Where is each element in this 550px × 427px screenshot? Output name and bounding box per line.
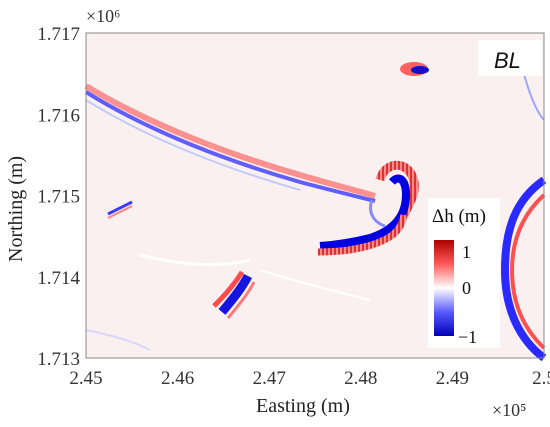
lower-feature-red — [212, 270, 245, 308]
right-edge-feature-blue — [500, 176, 547, 362]
colorbar-tick-bottom: −1 — [458, 327, 477, 347]
lower-feature-red-2 — [226, 281, 256, 319]
channel-band-light — [85, 99, 301, 191]
x-tick-label: 2.5 — [532, 368, 550, 389]
x-tick-label: 2.45 — [69, 368, 102, 389]
channel-band-red — [84, 83, 376, 199]
y-tick-label: 1.715 — [37, 187, 80, 208]
left-streak-2 — [107, 205, 133, 219]
faint-streak-2 — [259, 269, 371, 301]
x-tick-label: 2.48 — [344, 368, 377, 389]
y-axis-multiplier: ×10⁶ — [86, 6, 120, 26]
colorbar-title: Δh (m) — [432, 206, 486, 227]
faint-streak-3 — [85, 329, 151, 351]
y-tick-label: 1.716 — [37, 105, 80, 126]
panel-tag: BL — [494, 48, 521, 73]
colorbar-tick-mid: 0 — [462, 278, 471, 298]
channel-band-blue — [84, 90, 376, 203]
faint-streak-1 — [139, 253, 251, 267]
colorbar — [434, 240, 454, 336]
x-tick-label: 2.46 — [161, 368, 194, 389]
x-tick-labels: 2.45 2.46 2.47 2.48 2.49 2.5 — [69, 368, 550, 389]
x-axis-multiplier: ×10⁵ — [492, 400, 526, 420]
x-tick-label: 2.49 — [436, 368, 469, 389]
y-axis-label: Northing (m) — [5, 156, 27, 262]
y-tick-label: 1.713 — [37, 349, 80, 370]
bend-blue-core — [319, 174, 411, 250]
top-feature-blue — [411, 66, 429, 74]
left-streak — [107, 200, 133, 216]
colorbar-tick-top: 1 — [462, 242, 471, 262]
panel-tag-box — [478, 40, 542, 76]
right-edge-feature-red — [509, 193, 546, 350]
x-tick-label: 2.47 — [253, 368, 286, 389]
y-tick-labels: 1.713 1.714 1.715 1.716 1.717 — [37, 24, 80, 370]
bend-red-tail — [317, 214, 408, 256]
x-axis-label: Easting (m) — [256, 395, 350, 417]
y-tick-label: 1.714 — [37, 268, 80, 289]
lower-feature-blue — [218, 273, 253, 315]
delta-h-field — [84, 59, 547, 362]
y-tick-label: 1.717 — [37, 24, 80, 45]
bend-light-edge — [369, 199, 386, 228]
axes-frame — [85, 32, 545, 359]
